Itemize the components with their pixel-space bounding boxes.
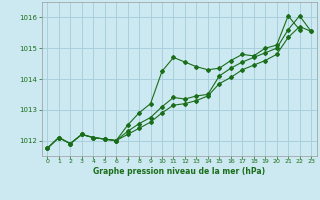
X-axis label: Graphe pression niveau de la mer (hPa): Graphe pression niveau de la mer (hPa): [93, 167, 265, 176]
